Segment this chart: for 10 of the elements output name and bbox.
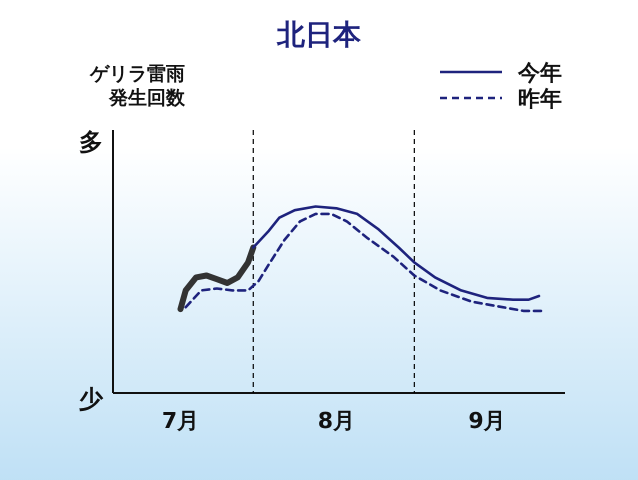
text: 少	[79, 385, 104, 413]
text: ゲリラ雷雨	[89, 63, 185, 85]
legend-label: 今年	[517, 61, 562, 86]
legend-label: 昨年	[518, 87, 562, 112]
x-tick-label: 8月	[318, 409, 356, 434]
text: 多	[79, 128, 103, 156]
chart-title: 北日本	[276, 18, 362, 51]
x-tick-label: 9月	[468, 409, 506, 434]
x-tick-label: 7月	[162, 409, 200, 434]
text: 発生回数	[108, 87, 186, 109]
